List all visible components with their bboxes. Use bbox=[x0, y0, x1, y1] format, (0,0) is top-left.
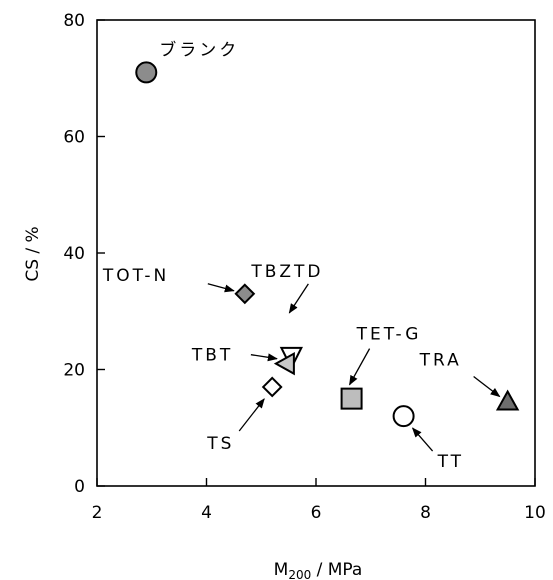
plot-frame bbox=[96, 19, 536, 487]
arrow-TT bbox=[411, 427, 434, 452]
x-tick-label: 2 bbox=[92, 503, 103, 523]
x-axis-title-rest: / MPa bbox=[311, 560, 362, 580]
y-axis: 0 20 40 60 80 bbox=[63, 11, 105, 497]
x-tick-label: 8 bbox=[420, 503, 431, 523]
label-TBT: TBT bbox=[191, 346, 233, 366]
x-axis: 2 4 6 8 10 bbox=[92, 478, 546, 523]
marker-ブランク bbox=[135, 61, 158, 84]
data-markers bbox=[135, 61, 520, 428]
x-tick-label: 6 bbox=[311, 503, 322, 523]
point-labels: ブランク TOT-N TBZTD TBT TS TET-G TT TRA bbox=[102, 39, 501, 472]
marker-TS bbox=[261, 376, 283, 398]
y-tick-label: 40 bbox=[63, 244, 85, 264]
x-axis-title-main: M bbox=[274, 560, 289, 580]
label-TET-G: TET-G bbox=[356, 325, 422, 345]
arrow-TBT bbox=[250, 353, 278, 362]
marker-TRA bbox=[495, 389, 520, 411]
y-tick-label: 20 bbox=[63, 361, 85, 381]
arrow-TRA bbox=[473, 376, 501, 398]
marker-TBT bbox=[273, 351, 295, 376]
marker-TOT-N bbox=[234, 283, 256, 305]
y-tick-label: 0 bbox=[74, 477, 85, 497]
label-TT: TT bbox=[437, 452, 464, 472]
label-ブランク: ブランク bbox=[159, 39, 239, 60]
x-axis-title-subscript: 200 bbox=[288, 568, 311, 580]
marker-TET-G bbox=[340, 387, 363, 410]
arrow-TS bbox=[238, 398, 265, 432]
y-tick-label: 60 bbox=[63, 128, 85, 148]
arrow-TBZTD bbox=[288, 283, 309, 314]
y-axis-title: CS / % bbox=[23, 226, 43, 281]
y-tick-label: 80 bbox=[63, 11, 85, 31]
label-TOT-N: TOT-N bbox=[102, 266, 169, 286]
x-axis-title: M200 / MPa bbox=[274, 560, 363, 580]
marker-TT bbox=[392, 405, 415, 428]
label-TBZTD: TBZTD bbox=[250, 262, 323, 282]
x-tick-label: 4 bbox=[201, 503, 212, 523]
x-tick-label: 10 bbox=[524, 503, 546, 523]
arrow-TOT-N bbox=[207, 283, 235, 293]
label-TS: TS bbox=[206, 434, 234, 454]
label-TRA: TRA bbox=[419, 351, 462, 371]
arrow-TET-G bbox=[349, 348, 371, 386]
